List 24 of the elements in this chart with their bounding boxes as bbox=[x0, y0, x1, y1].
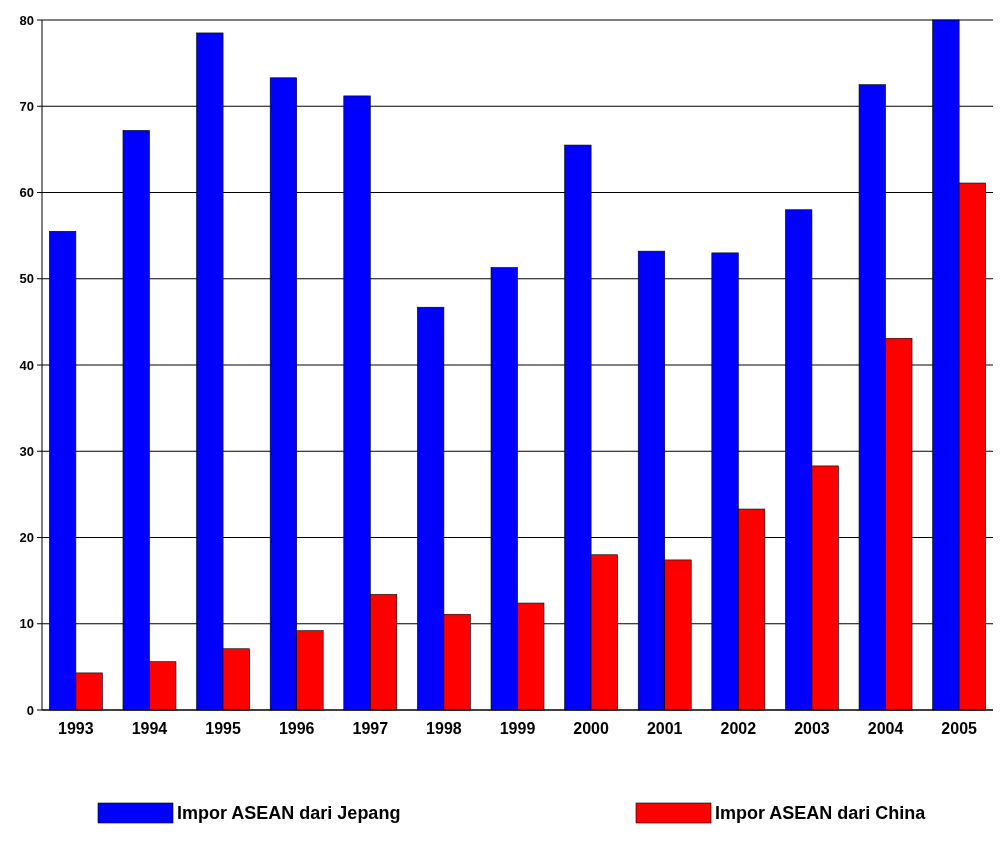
y-tick-label: 0 bbox=[26, 702, 34, 718]
x-tick-label: 1996 bbox=[278, 720, 315, 737]
x-tick-label: 1997 bbox=[352, 720, 389, 737]
y-tick-label: 20 bbox=[19, 530, 34, 546]
legend-label: Impor ASEAN dari Jepang bbox=[177, 803, 401, 823]
x-tick-label: 1995 bbox=[205, 720, 241, 737]
legend-label: Impor ASEAN dari China bbox=[715, 803, 927, 823]
x-tick-label: 2000 bbox=[573, 720, 610, 737]
x-tick-label: 2004 bbox=[867, 720, 904, 737]
y-tick-label: 80 bbox=[19, 12, 34, 28]
x-tick-label: 2001 bbox=[646, 720, 683, 737]
x-tick-label: 1994 bbox=[131, 720, 168, 737]
x-tick-label: 1998 bbox=[426, 720, 462, 737]
x-tick-label: 1999 bbox=[499, 720, 536, 737]
y-tick-label: 10 bbox=[19, 616, 34, 632]
x-tick-label: 2003 bbox=[794, 720, 830, 737]
x-tick-label: 2005 bbox=[941, 720, 978, 737]
y-tick-label: 30 bbox=[19, 443, 34, 459]
x-tick-label: 2002 bbox=[720, 720, 757, 737]
y-tick-label: 50 bbox=[19, 271, 34, 287]
y-tick-label: 70 bbox=[19, 98, 34, 114]
y-tick-label: 40 bbox=[19, 357, 34, 373]
x-tick-label: 1993 bbox=[58, 720, 94, 737]
y-tick-label: 60 bbox=[19, 185, 34, 201]
